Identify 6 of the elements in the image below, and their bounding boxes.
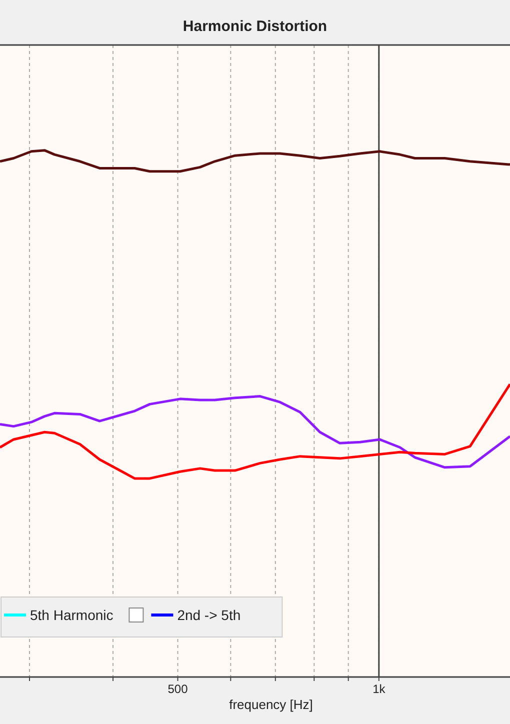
chart-title: Harmonic Distortion <box>182 18 328 35</box>
x-tick-label: 500 <box>168 682 188 696</box>
legend-label: 2nd -> 5th <box>177 607 241 623</box>
x-tick-label: 1k <box>372 682 386 696</box>
legend-label: 5th Harmonic <box>30 607 114 623</box>
x-axis-title: frequency [Hz] <box>229 697 313 712</box>
